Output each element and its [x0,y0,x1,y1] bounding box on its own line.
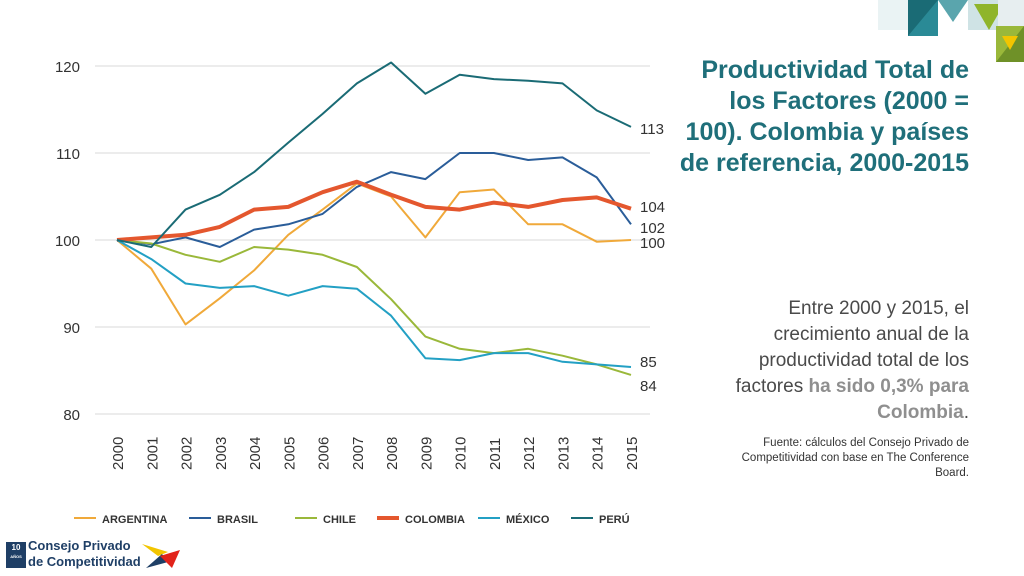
end-value-label: 113 [640,121,664,138]
y-tick-label: 100 [55,233,80,250]
x-tick-label: 2005 [281,437,298,470]
series-line-chile [116,239,632,376]
y-tick-label: 120 [55,59,80,76]
legend-label: CHILE [323,514,356,526]
x-tick-label: 2001 [144,437,161,470]
legend-label: ARGENTINA [102,514,167,526]
organization-name-line2: de Competitividad [28,554,141,569]
line-chart: 80 90 100 110 120 2000 2001 2002 2003 2004 2005 200… [55,59,665,526]
legend-label: COLOMBIA [405,514,465,526]
decorative-triangles-icon [878,0,1024,62]
summary-text: Entre 2000 y 2015, el crecimiento anual … [709,296,969,426]
x-tick-label: 2007 [350,437,367,470]
legend-label: PERÚ [599,513,630,526]
series-line-méxico [116,239,632,368]
legend-label: MÉXICO [506,513,550,526]
legend-label: BRASIL [217,514,258,526]
summary-text-part1: Entre 2000 y 2015, el crecimiento anual … [735,298,969,397]
end-value-label: 84 [640,378,657,395]
x-tick-label: 2013 [555,437,572,470]
x-tick-label: 2004 [247,437,264,470]
x-tick-label: 2015 [624,437,641,470]
x-tick-label: 2006 [316,437,333,470]
x-tick-label: 2002 [179,437,196,470]
anniversary-badge: 10 AÑOS [6,542,26,568]
x-tick-label: 2000 [110,437,127,470]
end-value-label: 85 [640,354,657,371]
star-logo-icon [142,544,180,568]
organization-name-line1: Consejo Privado [28,538,131,553]
badge-number: 10 [11,543,21,552]
source-note: Fuente: cálculos del Consejo Privado de … [741,437,969,479]
end-value-label: 104 [640,199,665,216]
badge-sub: AÑOS [10,554,22,559]
organization-name: Consejo Privado de Competitividad [28,538,148,570]
x-tick-label: 2009 [418,437,435,470]
chart-title: Productividad Total de los Factores (200… [679,56,969,177]
x-tick-label: 2011 [487,438,504,470]
y-tick-label: 90 [63,320,80,337]
x-tick-label: 2014 [590,437,607,470]
x-tick-label: 2010 [453,437,470,470]
x-tick-label: 2012 [521,437,538,470]
x-tick-label: 2008 [384,437,401,470]
series-line-brasil [116,152,632,248]
summary-highlight: ha sido 0,3% para Colombia [808,376,969,423]
series-line-perú [116,61,632,248]
end-value-label: 102 [640,220,665,237]
x-tick-label: 2003 [213,437,230,470]
end-value-label: 100 [640,235,665,252]
summary-end: . [963,402,969,423]
series-line-colombia [116,179,632,242]
y-tick-label: 80 [63,407,80,424]
y-tick-label: 110 [56,146,80,163]
